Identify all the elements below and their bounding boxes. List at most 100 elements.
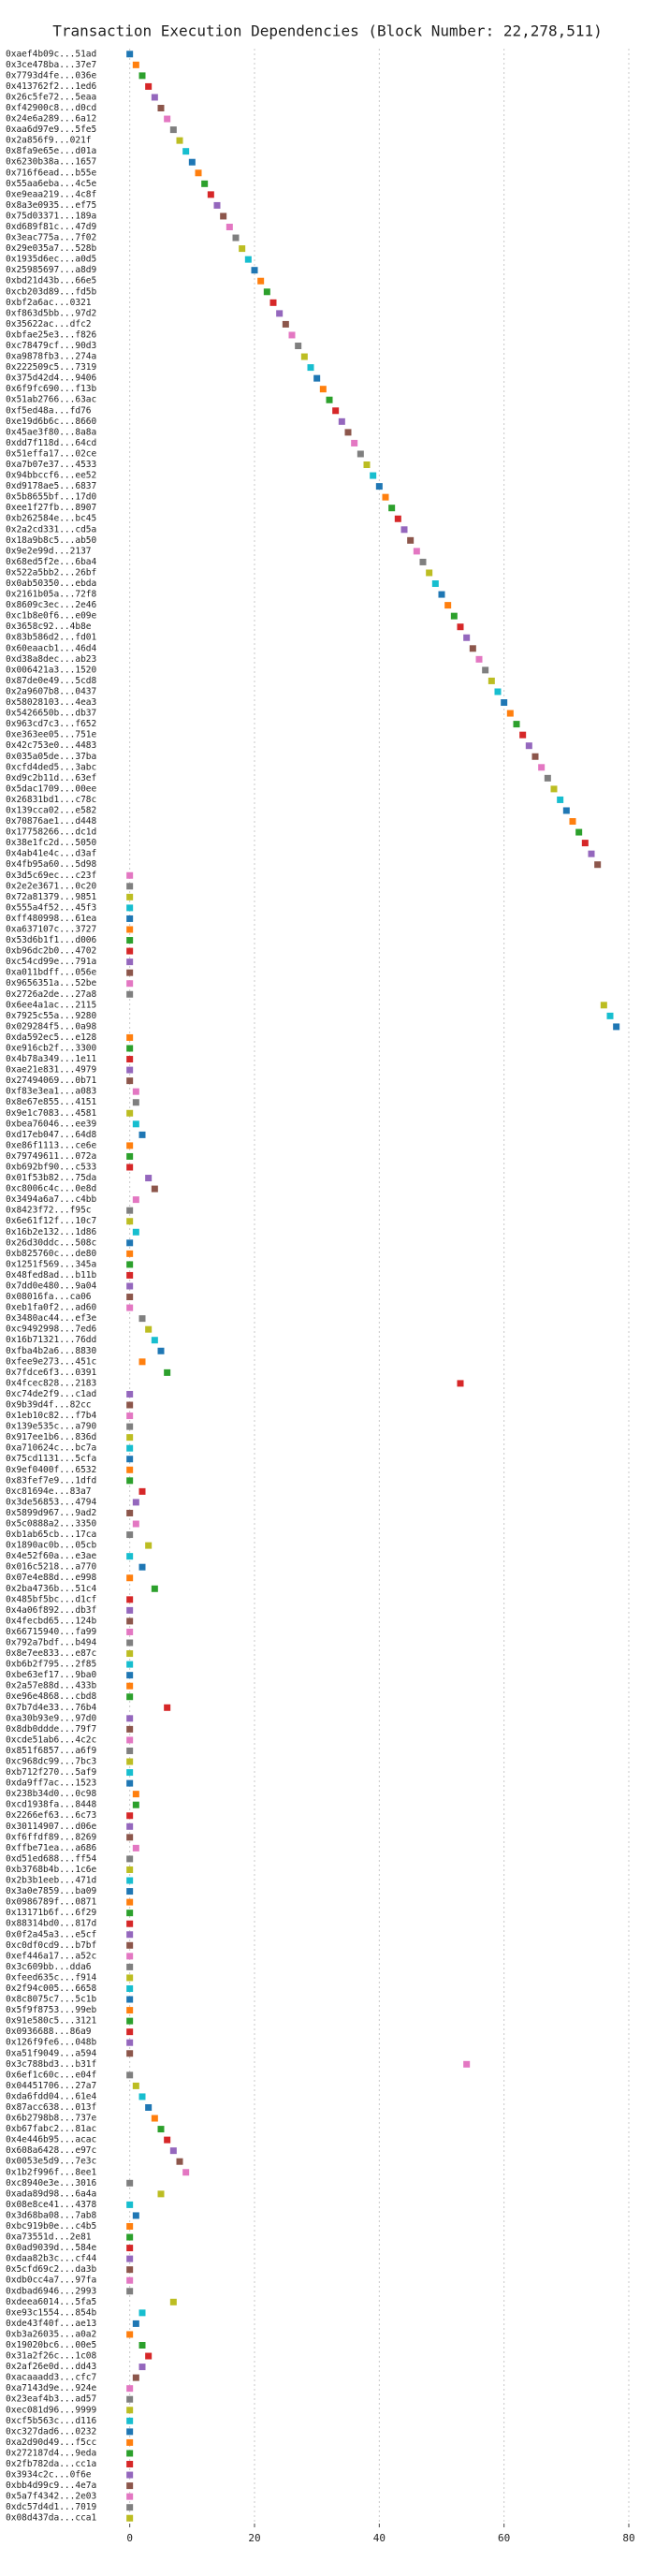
dependency-dot: [126, 1672, 134, 1679]
y-tick-label: 0x45ae3f80...8a8a: [6, 427, 96, 437]
y-tick-label: 0x917ee1b6...836d: [6, 1432, 96, 1442]
dependency-dot: [276, 310, 284, 317]
dependency-dot: [126, 1941, 134, 1949]
y-tick-label: 0x8c8075c7...5c1b: [6, 1995, 97, 2005]
y-tick-label: 0x8e7ee833...e87c: [6, 1648, 96, 1659]
y-tick-label: 0xf5ed48a...fd76: [6, 405, 92, 416]
dependency-dot: [282, 320, 289, 328]
dependency-dot: [594, 861, 602, 869]
y-tick-label: 0x13171b6f...6f29: [6, 1908, 97, 1918]
dependency-dot: [213, 201, 221, 209]
y-tick-label: 0x3de56853...4794: [6, 1497, 97, 1507]
dependency-dot: [138, 2341, 146, 2349]
y-tick-label: 0x5426650b...db37: [6, 709, 96, 719]
y-tick-label: 0x3eac775a...7f02: [6, 233, 96, 243]
dependency-dot: [126, 937, 134, 944]
y-tick-label: 0xcd1938fa...8448: [6, 1800, 97, 1810]
dependency-dot: [382, 493, 389, 501]
dependency-dot: [482, 666, 489, 674]
y-tick-label: 0xc8006c4c...0e8d: [6, 1184, 96, 1194]
y-tick-label: 0x3c788bd3...b31f: [6, 2059, 96, 2070]
dependency-dot: [531, 753, 539, 760]
y-tick-label: 0x94bbccf6...ee52: [6, 471, 96, 481]
dependency-dot: [613, 1023, 620, 1031]
dependency-dot: [332, 407, 340, 415]
y-tick-label: 0x0936688...86a9: [6, 2027, 92, 2037]
y-tick-label: 0xb712f270...5af9: [6, 1767, 97, 1778]
dependency-dot: [126, 1271, 134, 1279]
y-tick-label: 0xa011bdff...056e: [6, 968, 97, 978]
dependency-dot: [126, 1834, 134, 1841]
dependency-dot: [151, 1185, 158, 1193]
dependency-dot: [606, 1012, 614, 1019]
y-tick-label: 0xda592ec5...e128: [6, 1032, 97, 1043]
y-tick-label: 0xdc57d4d1...7019: [6, 2502, 97, 2512]
y-tick-label: 0x17758266...dc1d: [6, 827, 96, 838]
dependency-dot: [126, 1596, 134, 1603]
dependency-dot: [569, 818, 576, 826]
y-tick-label: 0x23eaf4b3...ad57: [6, 2394, 96, 2405]
dependency-dot: [126, 2179, 134, 2187]
y-tick-label: 0x6e61f12f...10c7: [6, 1216, 96, 1226]
y-tick-label: 0xbd21d43b...66e5: [6, 276, 96, 286]
dependency-dot: [132, 2082, 139, 2089]
y-tick-label: 0xe916cb2f...3300: [6, 1043, 97, 1053]
dependency-dot: [232, 234, 240, 242]
dependency-dot: [581, 840, 589, 847]
y-tick-label: 0x139e535c...a790: [6, 1422, 97, 1432]
y-tick-label: 0x375d42d4...9406: [6, 373, 97, 384]
y-tick-label: 0x716f6ead...b55e: [6, 168, 97, 178]
dependency-dot: [151, 1337, 158, 1344]
dependency-dot: [588, 850, 595, 857]
dependency-dot: [138, 1358, 146, 1366]
y-tick-label: 0xc968dc99...7bc3: [6, 1757, 96, 1767]
dependency-dot: [182, 148, 190, 155]
y-tick-label: 0xec081d96...9999: [6, 2405, 97, 2415]
y-tick-label: 0x1935d6ec...a0d5: [6, 255, 96, 265]
dependency-dot: [145, 82, 153, 90]
y-tick-label: 0xd689f81c...47d9: [6, 222, 97, 232]
y-tick-label: 0xef446a17...a52c: [6, 1951, 96, 1961]
y-tick-label: 0x2726a2de...27a8: [6, 989, 97, 1000]
y-tick-label: 0xa30b93e9...97d0: [6, 1713, 97, 1723]
dependency-dot: [126, 2028, 134, 2036]
dependency-dot: [388, 505, 396, 512]
dependency-dot: [444, 602, 452, 609]
dependency-dot: [126, 1509, 134, 1516]
dependency-dot: [126, 2039, 134, 2046]
dependency-dot: [126, 1444, 134, 1452]
dependency-dot: [138, 2364, 146, 2371]
y-tick-label: 0x83fef7e9...1dfd: [6, 1475, 96, 1486]
y-tick-label: 0x6230b38a...1657: [6, 157, 96, 168]
y-tick-label: 0xdb0cc4a7...97fa: [6, 2276, 96, 2286]
y-tick-label: 0xc81694e...83a7: [6, 1486, 92, 1497]
y-tick-label: 0x963cd7c3...f652: [6, 719, 96, 729]
y-tick-label: 0x5899d967...9ad2: [6, 1508, 96, 1518]
dependency-dot: [126, 1142, 134, 1149]
dependency-dot: [239, 245, 246, 253]
y-tick-label: 0xc74de2f9...c1ad: [6, 1389, 96, 1399]
dependency-dot: [132, 1099, 139, 1106]
y-tick-label: 0x68ed5f2e...6ba4: [6, 557, 97, 567]
y-tick-label: 0x9656351a...52be: [6, 978, 97, 988]
y-tick-label: 0xbc919b0e...c4b5: [6, 2221, 96, 2232]
y-tick-label: 0xcfd4ded5...3abc: [6, 762, 96, 772]
y-tick-label: 0x07e4e88d...e998: [6, 1573, 97, 1583]
y-tick-label: 0x08e8ce41...4378: [6, 2200, 97, 2210]
y-tick-label: 0x9e1c7083...4581: [6, 1108, 97, 1119]
dependency-dot: [488, 677, 495, 684]
dependency-dot: [319, 386, 327, 393]
y-tick-label: 0x19020bc6...00e5: [6, 2340, 96, 2350]
y-tick-label: 0xcde51ab6...4c2c: [6, 1734, 96, 1745]
y-tick-label: 0xdeea6014...5fa5: [6, 2297, 96, 2307]
dependency-dot: [126, 893, 134, 900]
y-tick-label: 0x3d5c69ec...c23f: [6, 871, 96, 881]
y-tick-label: 0x8e67e855...4151: [6, 1097, 97, 1107]
y-tick-label: 0x1890ac0b...05cb: [6, 1541, 97, 1551]
dependency-dot: [132, 1801, 139, 1808]
y-tick-label: 0x79749611...072a: [6, 1151, 96, 1162]
y-tick-label: 0x4e446b95...acac: [6, 2135, 96, 2145]
dependency-dot: [126, 1628, 134, 1635]
dependency-dot: [550, 785, 558, 793]
